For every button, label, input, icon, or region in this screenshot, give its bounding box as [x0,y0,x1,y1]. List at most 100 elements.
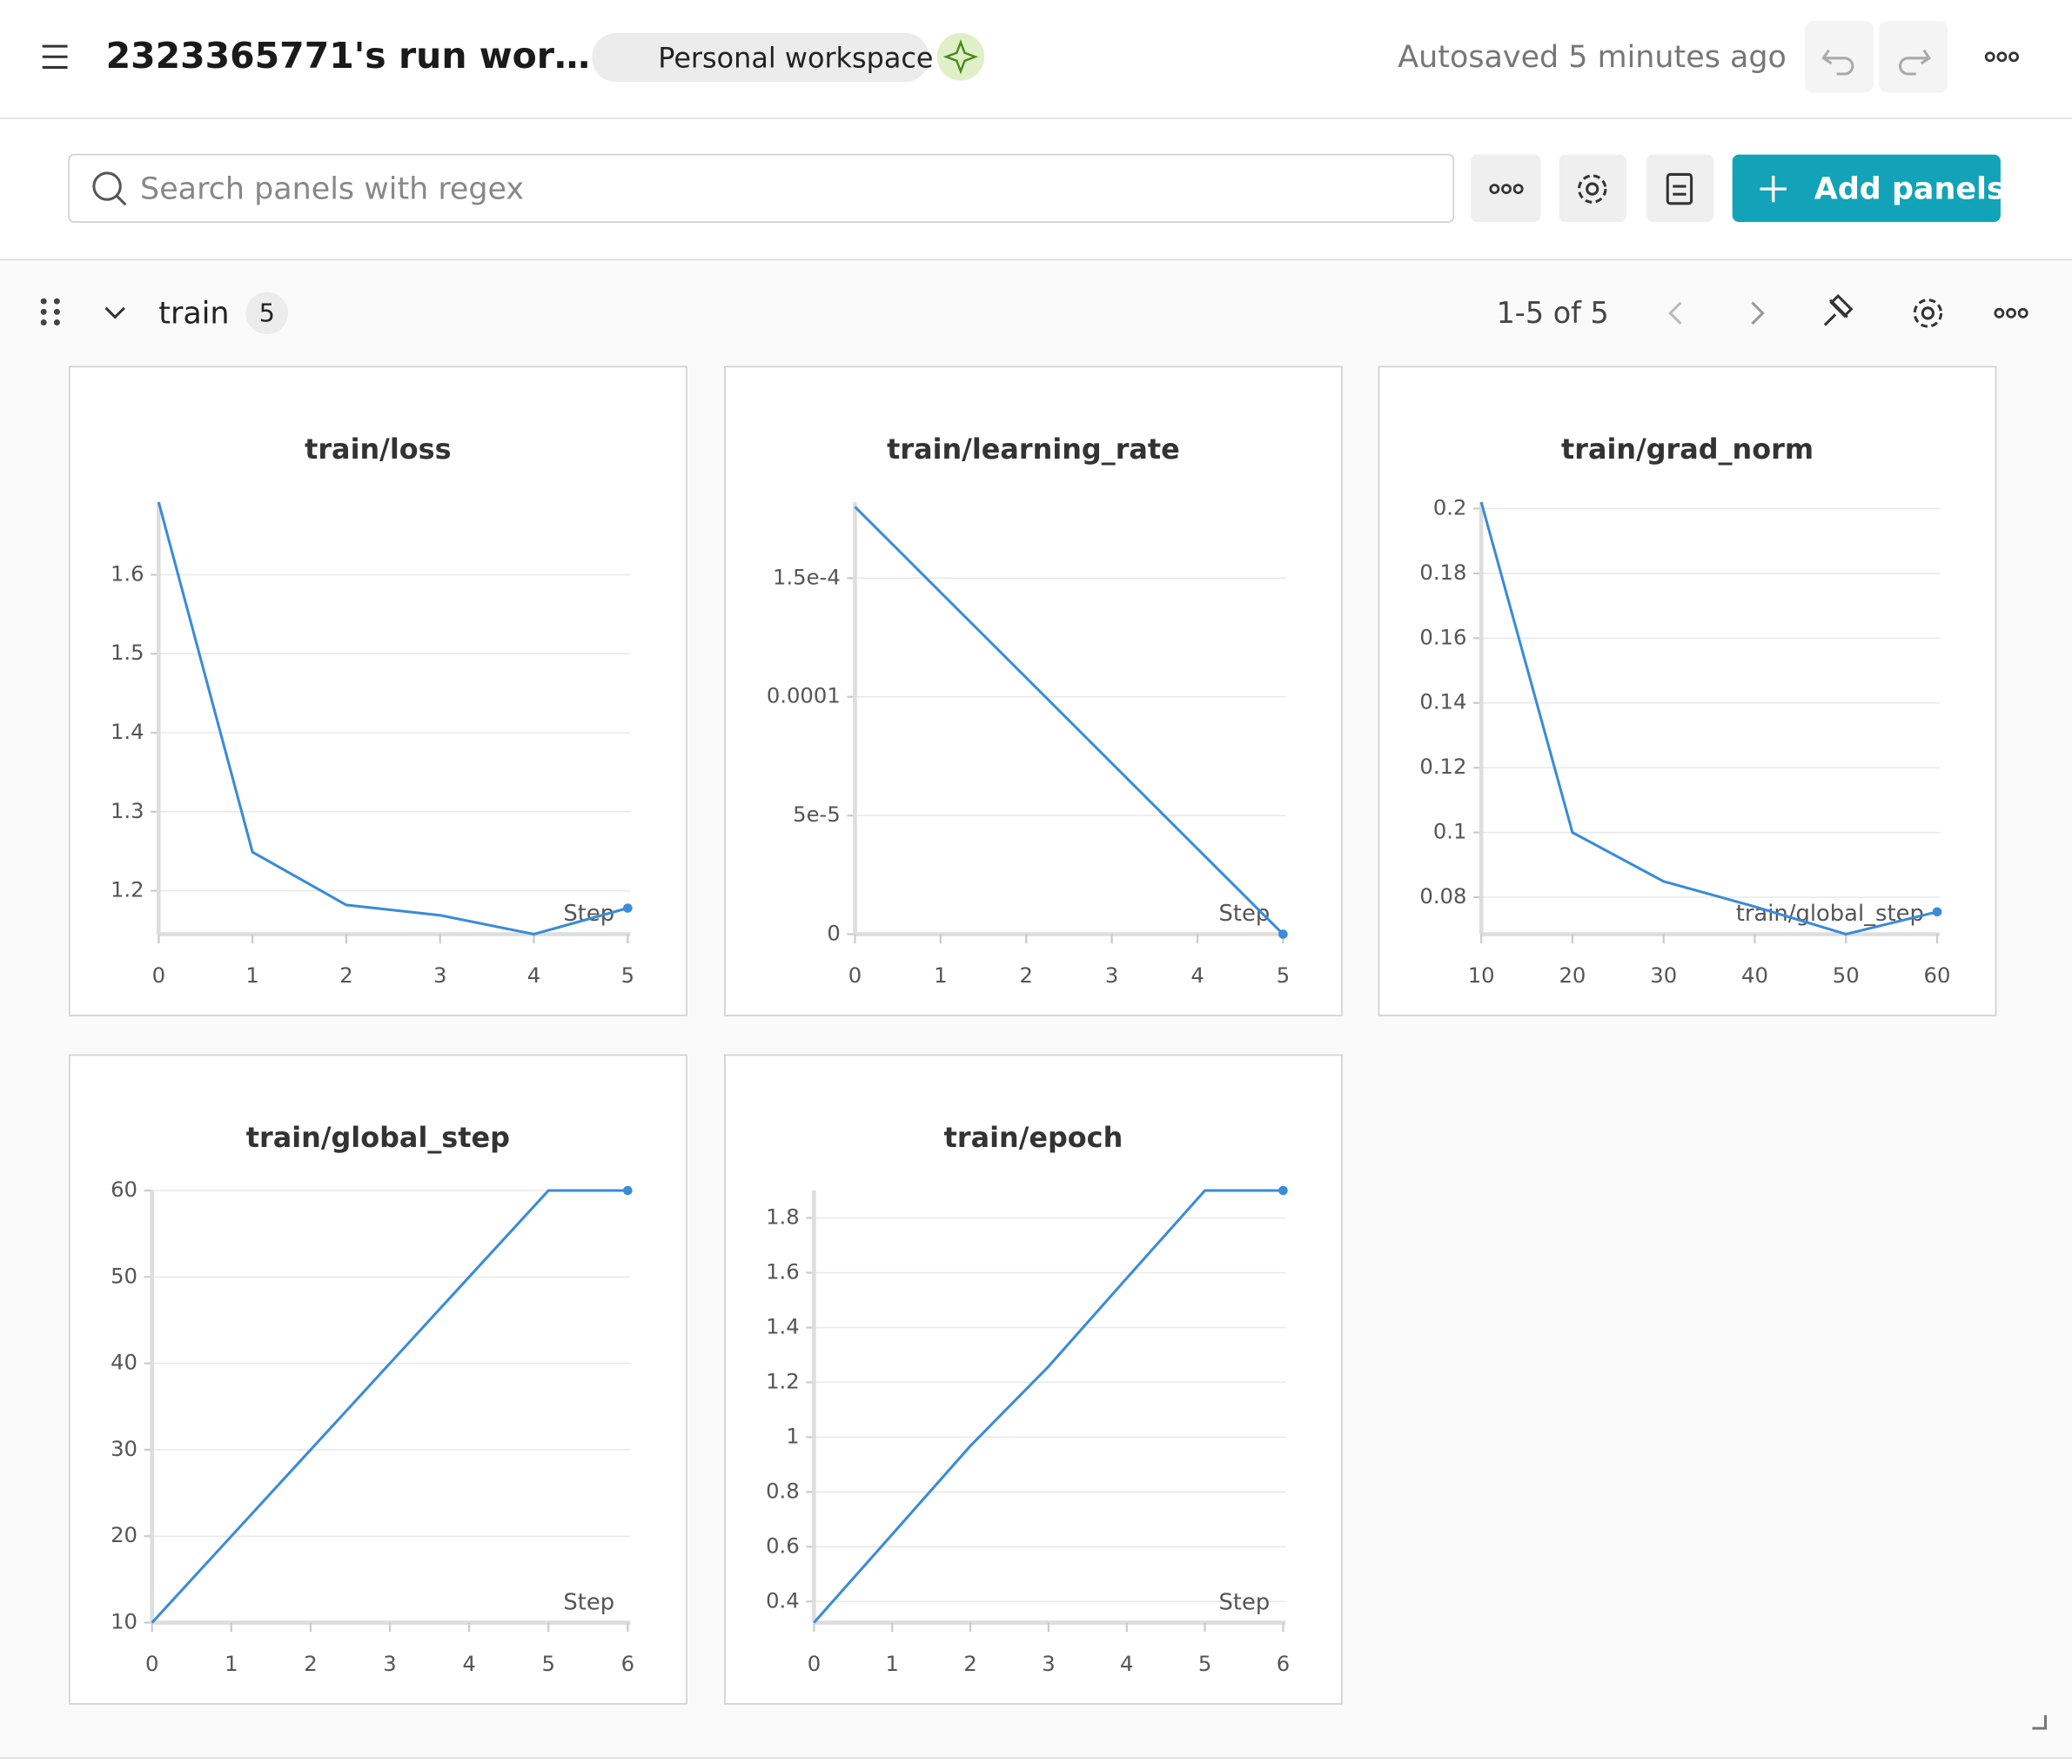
y-tick-label: 1.4 [766,1313,800,1338]
x-tick-label: 20 [1559,962,1586,988]
x-tick-label: 2 [339,962,352,988]
chart-panel: train/global_step 10 20 30 40 50 60 0 1 2 3 4 5 6 Step [68,1054,687,1705]
panel-frame [724,366,1343,1016]
y-tick-label: 5e-5 [793,802,841,827]
chart-panel: train/epoch 0.4 0.6 0.8 1 1.2 1.4 1.6 1.8 0 1 2 3 4 5 6… [724,1054,1343,1705]
y-tick-label: 30 [111,1436,137,1461]
settings-button[interactable] [1559,154,1627,223]
gear-icon [1578,174,1607,204]
x-tick-label: 30 [1650,962,1677,988]
series-line [157,501,628,936]
panel-title: train/global_step [246,1121,510,1154]
x-tick-label: 3 [383,1651,396,1676]
x-tick-label: 0 [152,962,165,988]
star-button[interactable] [936,32,985,81]
search-placeholder: Search panels with regex [140,172,524,207]
end-point [623,903,633,913]
x-tick-label: 3 [1042,1651,1055,1676]
chart-panel: train/grad_norm 0.08 0.1 0.12 0.14 0.16 0.18 0.… [1378,366,1997,1016]
section-name: train [158,296,229,331]
workspace-label: Personal workspace [658,41,933,74]
y-tick-label: 60 [111,1177,137,1202]
search-icon [115,194,127,206]
x-tick-label: 1 [934,962,947,988]
y-tick-label: 1.8 [766,1204,800,1230]
y-tick-label: 0.0001 [767,683,841,708]
x-tick-label: 3 [1105,962,1118,988]
resize-handle[interactable] [2032,1714,2048,1730]
x-tick-label: 4 [527,962,540,988]
prev-page[interactable] [1668,301,1682,325]
x-tick-label: 4 [1190,962,1204,988]
panels-more-button[interactable] [1471,154,1541,223]
star-icon [942,39,979,75]
y-tick-label: 0.1 [1433,819,1467,844]
y-tick-label: 1.2 [111,877,144,902]
y-tick-label: 50 [111,1263,137,1288]
next-page[interactable] [1751,301,1765,325]
pin-button[interactable] [1823,293,1854,326]
y-tick-label: 0 [827,920,840,945]
x-tick-label: 1 [245,962,258,988]
y-tick-label: 1.6 [111,560,144,586]
drag-handle[interactable] [40,298,60,325]
x-axis-label: Step [563,1589,614,1615]
search-box[interactable] [68,153,1455,223]
y-tick-label: 40 [111,1350,137,1375]
x-tick-label: 0 [808,1651,821,1676]
collapse-chevron[interactable] [104,306,125,319]
y-tick-label: 1.3 [111,798,144,823]
x-tick-label: 1 [225,1651,238,1676]
series-line [1479,501,1938,936]
y-tick-label: 20 [111,1522,137,1547]
y-tick-label: 1.5 [111,640,144,665]
end-point [1932,907,1942,917]
y-tick-label: 0.8 [766,1478,800,1503]
clipboard-button[interactable] [1646,154,1714,223]
x-tick-label: 0 [848,962,862,988]
x-tick-label: 60 [1924,962,1951,988]
end-point [623,1185,633,1196]
autosave-status: Autosaved 5 minutes ago [1398,40,1787,75]
series-line [854,506,1284,936]
menu-button[interactable] [42,44,68,69]
chart-panel: train/learning_rate 0 5e-5 0.0001 1.5e-4 0 1 2 3… [724,366,1343,1016]
count-badge [245,292,289,335]
series-line [813,1189,1284,1624]
x-tick-label: 5 [621,962,634,988]
panel-title: train/loss [305,433,452,466]
redo-icon [1898,49,1932,76]
section-more[interactable] [1994,307,2028,319]
x-tick-label: 2 [304,1651,317,1676]
y-tick-label: 1.6 [766,1258,800,1284]
workspace-title: 2323365771's run wor… [106,35,590,77]
workspace-pill[interactable] [592,32,929,83]
search-icon [92,171,122,201]
y-tick-label: 0.18 [1419,560,1466,585]
dots-icon [1489,184,1524,195]
x-tick-label: 1 [886,1651,899,1676]
clipboard-icon [1666,172,1693,205]
pagination: 1-5 of 5 [1497,296,1609,330]
end-point [1278,929,1288,939]
panel-title: train/epoch [944,1121,1123,1154]
y-tick-label: 10 [111,1609,137,1634]
y-tick-label: 0.12 [1419,754,1466,779]
x-tick-label: 2 [963,1651,976,1676]
y-tick-label: 1.4 [111,719,144,744]
y-tick-label: 1.5e-4 [773,564,841,589]
series-line [151,1189,628,1624]
x-tick-label: 5 [542,1651,555,1676]
add-panels-button[interactable] [1732,154,2001,223]
x-tick-label: 50 [1833,962,1860,988]
x-tick-label: 6 [1277,1651,1290,1676]
y-tick-label: 0.08 [1419,883,1466,909]
panel-title: train/grad_norm [1561,433,1814,466]
more-button[interactable] [1984,51,2020,63]
y-tick-label: 0.14 [1419,689,1466,714]
y-tick-label: 0.6 [766,1533,800,1558]
undo-icon [1821,49,1854,76]
y-tick-label: 1.2 [766,1368,800,1393]
